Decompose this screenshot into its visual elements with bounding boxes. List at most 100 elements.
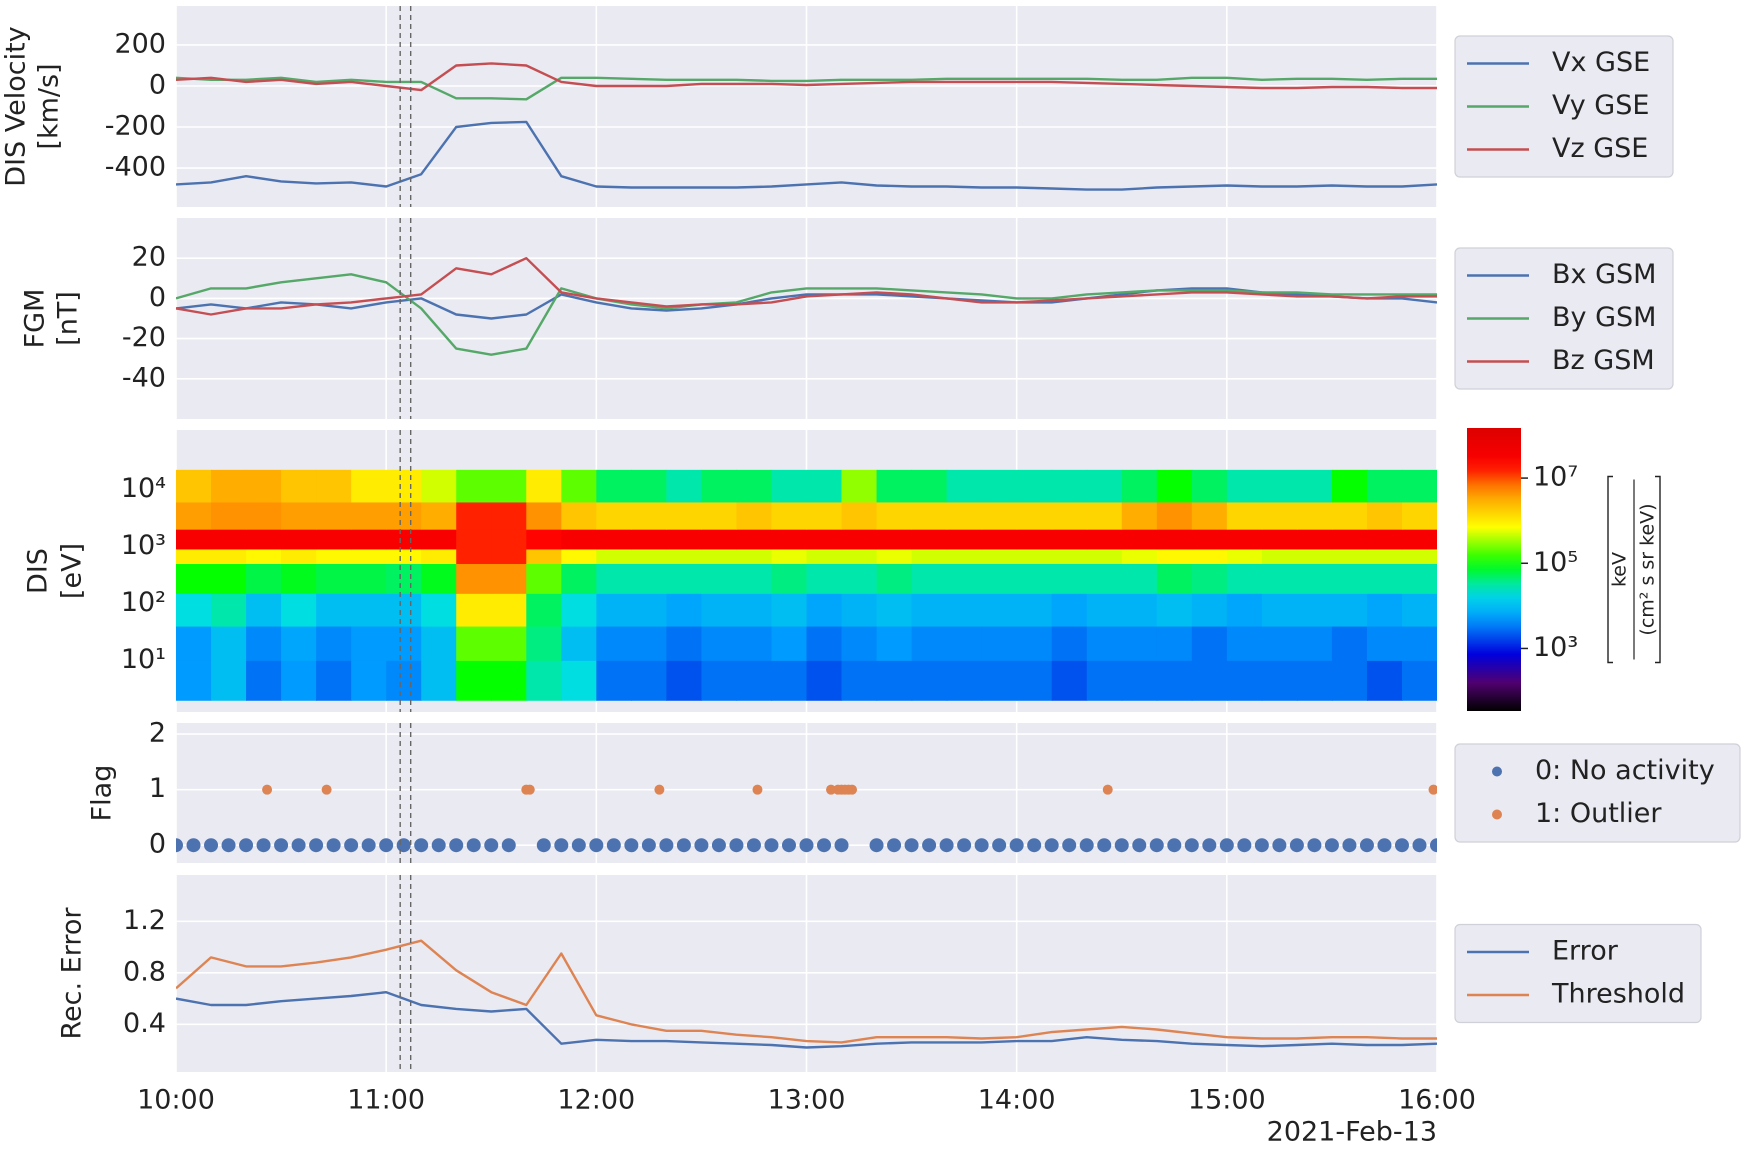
- heatmap-cell: [911, 563, 948, 594]
- heatmap-cell: [701, 626, 738, 661]
- legend-label: 1: Outlier: [1535, 798, 1662, 829]
- heatmap-cell: [316, 626, 352, 661]
- scatter-point: [524, 784, 535, 795]
- scatter-point: [1027, 838, 1042, 853]
- heatmap-cell: [351, 502, 387, 530]
- heatmap-cell: [281, 626, 317, 661]
- heatmap-cell: [701, 529, 738, 550]
- heatmap-cell: [386, 563, 422, 594]
- legend-label: Bz GSM: [1552, 345, 1655, 376]
- heatmap-cell: [981, 660, 1018, 701]
- heatmap-cell: [1261, 529, 1298, 550]
- heatmap-cell: [1051, 563, 1088, 594]
- heatmap-cell: [211, 549, 247, 564]
- heatmap-cell: [421, 563, 457, 594]
- y-axis-label: FGM: [20, 289, 51, 349]
- scatter-point: [992, 838, 1007, 853]
- legend-box: [1454, 247, 1674, 390]
- heatmap-cell: [561, 660, 597, 701]
- heatmap-cell: [771, 502, 808, 530]
- heatmap-cell: [876, 502, 913, 530]
- y-tick-label: -200: [105, 111, 166, 142]
- heatmap-cell: [211, 563, 247, 594]
- y-tick-label: 20: [132, 242, 166, 273]
- scatter-point: [449, 838, 464, 853]
- heatmap-cell: [351, 593, 387, 627]
- heatmap-cell: [911, 593, 948, 627]
- scatter-point: [431, 838, 446, 853]
- series-line: [176, 991, 1437, 1049]
- heatmap-cell: [561, 469, 597, 503]
- heatmap-cell: [701, 549, 738, 564]
- y-tick-label: 0: [149, 829, 166, 860]
- heatmap-cell: [316, 593, 352, 627]
- heatmap-cell: [1191, 626, 1228, 661]
- heatmap-cell: [176, 593, 212, 627]
- heatmap-cell: [946, 660, 983, 701]
- heatmap-cell: [1296, 469, 1333, 503]
- legend-label: Error: [1552, 936, 1619, 967]
- heatmap-cell: [421, 529, 457, 550]
- heatmap-cell: [456, 563, 492, 594]
- heatmap-cell: [806, 563, 843, 594]
- heatmap-cell: [351, 660, 387, 701]
- heatmap-cell: [246, 502, 282, 530]
- heatmap-cell: [351, 469, 387, 503]
- colorbar-tick-label: 10³: [1533, 632, 1578, 663]
- heatmap-cell: [316, 549, 352, 564]
- heatmap-cell: [1261, 563, 1298, 594]
- heatmap-cell: [526, 529, 562, 550]
- date-label: 2021-Feb-13: [1267, 1117, 1437, 1148]
- series-line: [176, 287, 1437, 320]
- heatmap-cell: [316, 502, 352, 530]
- heatmap-cell: [1086, 469, 1123, 503]
- heatmap-cell: [491, 502, 527, 530]
- scatter-point: [764, 838, 779, 853]
- heatmap-cell: [421, 593, 457, 627]
- heatmap-cell: [946, 626, 983, 661]
- legend-label: Threshold: [1551, 979, 1685, 1010]
- series-line: [176, 273, 1437, 356]
- heatmap-cell: [526, 593, 562, 627]
- heatmap-cell: [491, 660, 527, 701]
- heatmap-cell: [1296, 549, 1333, 564]
- heatmap-cell: [736, 469, 773, 503]
- heatmap-cell: [666, 660, 703, 701]
- heatmap-cell: [876, 593, 913, 627]
- heatmap-cell: [1226, 626, 1263, 661]
- heatmap-cell: [1121, 660, 1158, 701]
- heatmap-cell: [631, 593, 667, 627]
- scatter-point: [1412, 838, 1427, 853]
- x-tick-label: 12:00: [557, 1085, 635, 1116]
- scatter-point: [1009, 838, 1024, 853]
- heatmap-cell: [316, 660, 352, 701]
- heatmap-cell: [1296, 502, 1333, 530]
- heatmap-cell: [281, 593, 317, 627]
- heatmap-cell: [246, 626, 282, 661]
- heatmap-cell: [281, 563, 317, 594]
- heatmap-cell: [736, 660, 773, 701]
- heatmap-cell: [1191, 502, 1228, 530]
- scatter-point: [1097, 838, 1112, 853]
- scatter-point: [309, 838, 324, 853]
- plot-area: [176, 469, 1437, 701]
- scatter-point: [1184, 838, 1199, 853]
- heatmap-cell: [981, 502, 1018, 530]
- heatmap-cell: [351, 626, 387, 661]
- heatmap-cell: [1086, 593, 1123, 627]
- scatter-point: [1079, 838, 1094, 853]
- y-tick-label: 0.8: [123, 956, 166, 987]
- x-tick-label: 11:00: [347, 1085, 425, 1116]
- scatter-point: [291, 838, 306, 853]
- heatmap-cell: [1016, 593, 1053, 627]
- heatmap-cell: [946, 593, 983, 627]
- heatmap-cell: [176, 660, 212, 701]
- scatter-point: [939, 838, 954, 853]
- heatmap-cell: [1016, 502, 1053, 530]
- heatmap-cell: [1296, 660, 1333, 701]
- scatter-point: [396, 838, 411, 853]
- scatter-point: [466, 838, 481, 853]
- bracket: [1607, 475, 1613, 664]
- x-tick-label: 15:00: [1188, 1085, 1266, 1116]
- heatmap-cell: [211, 626, 247, 661]
